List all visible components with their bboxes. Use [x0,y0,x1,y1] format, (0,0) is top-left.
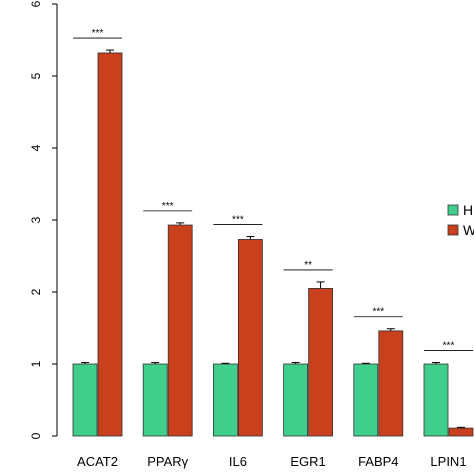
significance-label: *** [372,307,384,318]
x-category-label: LPIN1 [430,454,466,469]
bar-W-5 [448,427,474,437]
y-tick-label: 5 [29,72,43,79]
bar-H-3 [283,363,309,437]
x-category-label: EGR1 [290,454,325,469]
y-tick-label: 6 [29,0,43,7]
significance-label: ** [304,260,312,271]
bar-W-2 [237,239,263,437]
y-tick-label: 0 [29,432,43,439]
bar-W-3 [308,287,334,437]
y-tick-label: 2 [29,288,43,295]
significance-label: *** [92,28,104,39]
bar-W-0 [97,52,123,437]
bar-H-1 [142,363,168,437]
legend-swatch-H [447,204,459,216]
x-category-label: FABP4 [358,454,398,469]
x-category-label: PPARγ [147,454,188,469]
significance-label: *** [232,215,244,226]
bar-W-1 [167,224,193,437]
significance-label: *** [443,341,455,352]
legend-label-W: W [463,222,474,238]
legend-swatch-W [447,224,459,236]
bar-H-2 [212,363,238,437]
x-category-label: IL6 [229,454,247,469]
y-tick-label: 1 [29,360,43,367]
y-tick-label: 4 [29,144,43,151]
x-category-label: ACAT2 [77,454,118,469]
bar-H-0 [72,363,98,437]
bar-H-4 [353,363,379,437]
legend-label-H: H [463,202,473,218]
bar-H-5 [423,363,449,437]
y-tick-label: 3 [29,216,43,223]
significance-label: *** [162,201,174,212]
bar-W-4 [378,330,404,437]
